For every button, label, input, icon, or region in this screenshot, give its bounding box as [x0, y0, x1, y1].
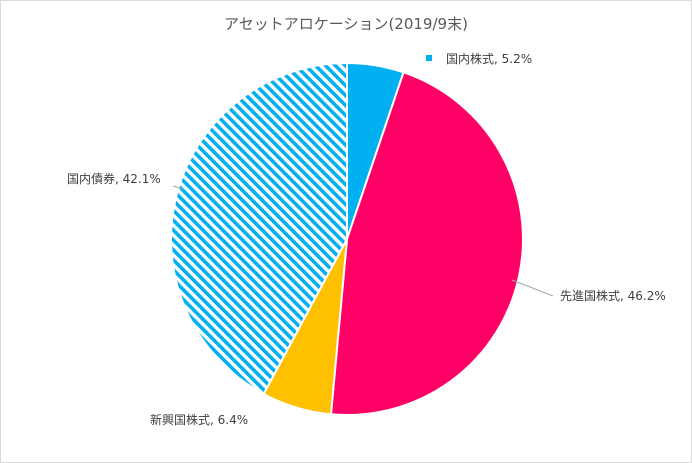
- data-label-2: 先進国株式, 46.2%: [560, 288, 666, 303]
- pie-slice-2: [329, 71, 524, 416]
- chart-title: アセットアロケーション(2019/9末): [224, 15, 468, 33]
- data-label-4: 国内債券, 42.1%: [67, 171, 161, 186]
- leader-line-4: [172, 185, 184, 190]
- legend-key-marker: [426, 55, 432, 61]
- pie-slice-4: [170, 61, 348, 396]
- data-label-1: 国内株式, 5.2%: [446, 51, 532, 66]
- leader-line-2: [511, 279, 554, 297]
- data-label-3: 新興国株式, 6.4%: [150, 412, 248, 427]
